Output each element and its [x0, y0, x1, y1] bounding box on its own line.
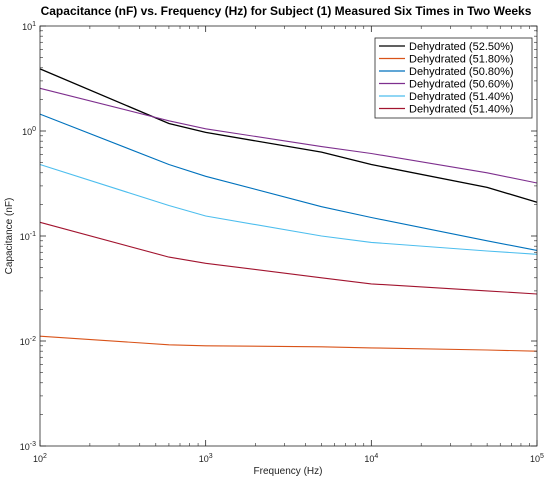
legend-label-1: Dehydrated (52.50%): [409, 41, 514, 53]
y-tick-label: 100: [22, 126, 36, 137]
y-tick-label: 101: [22, 21, 36, 32]
y-tick-label: 10-3: [20, 441, 36, 452]
legend-label-3: Dehydrated (50.80%): [409, 66, 514, 78]
series-line-5: [39, 163, 538, 255]
ticks-layer: 102 103 104 105 10-3 10-2 10-1 100 101: [20, 21, 544, 464]
series-line-3: [39, 113, 538, 251]
x-axis-label: Frequency (Hz): [254, 466, 323, 477]
legend-label-4: Dehydrated (50.60%): [409, 79, 514, 91]
x-tick-label: 102: [33, 453, 47, 464]
series-layer: [39, 68, 538, 352]
y-tick-label: 10-1: [20, 231, 36, 242]
legend-label-2: Dehydrated (51.80%): [409, 54, 514, 66]
series-line-2: [39, 335, 538, 352]
legend-box: [374, 37, 533, 119]
x-tick-label: 104: [364, 453, 378, 464]
plot-area-box: [39, 25, 538, 447]
series-line-6: [39, 221, 538, 295]
y-tick-label: 10-2: [20, 336, 36, 347]
legend-label-5: Dehydrated (51.40%): [409, 91, 514, 103]
y-axis-label: Capacitance (nF): [4, 198, 15, 275]
legend: Dehydrated (52.50%)Dehydrated (51.80%)De…: [374, 37, 533, 119]
chart-title: Capacitance (nF) vs. Frequency (Hz) for …: [41, 4, 532, 18]
x-tick-label: 103: [199, 453, 213, 464]
x-tick-label: 105: [530, 453, 544, 464]
series-line-4: [39, 87, 538, 184]
series-line-1: [39, 68, 538, 203]
legend-label-6: Dehydrated (51.40%): [409, 104, 514, 116]
